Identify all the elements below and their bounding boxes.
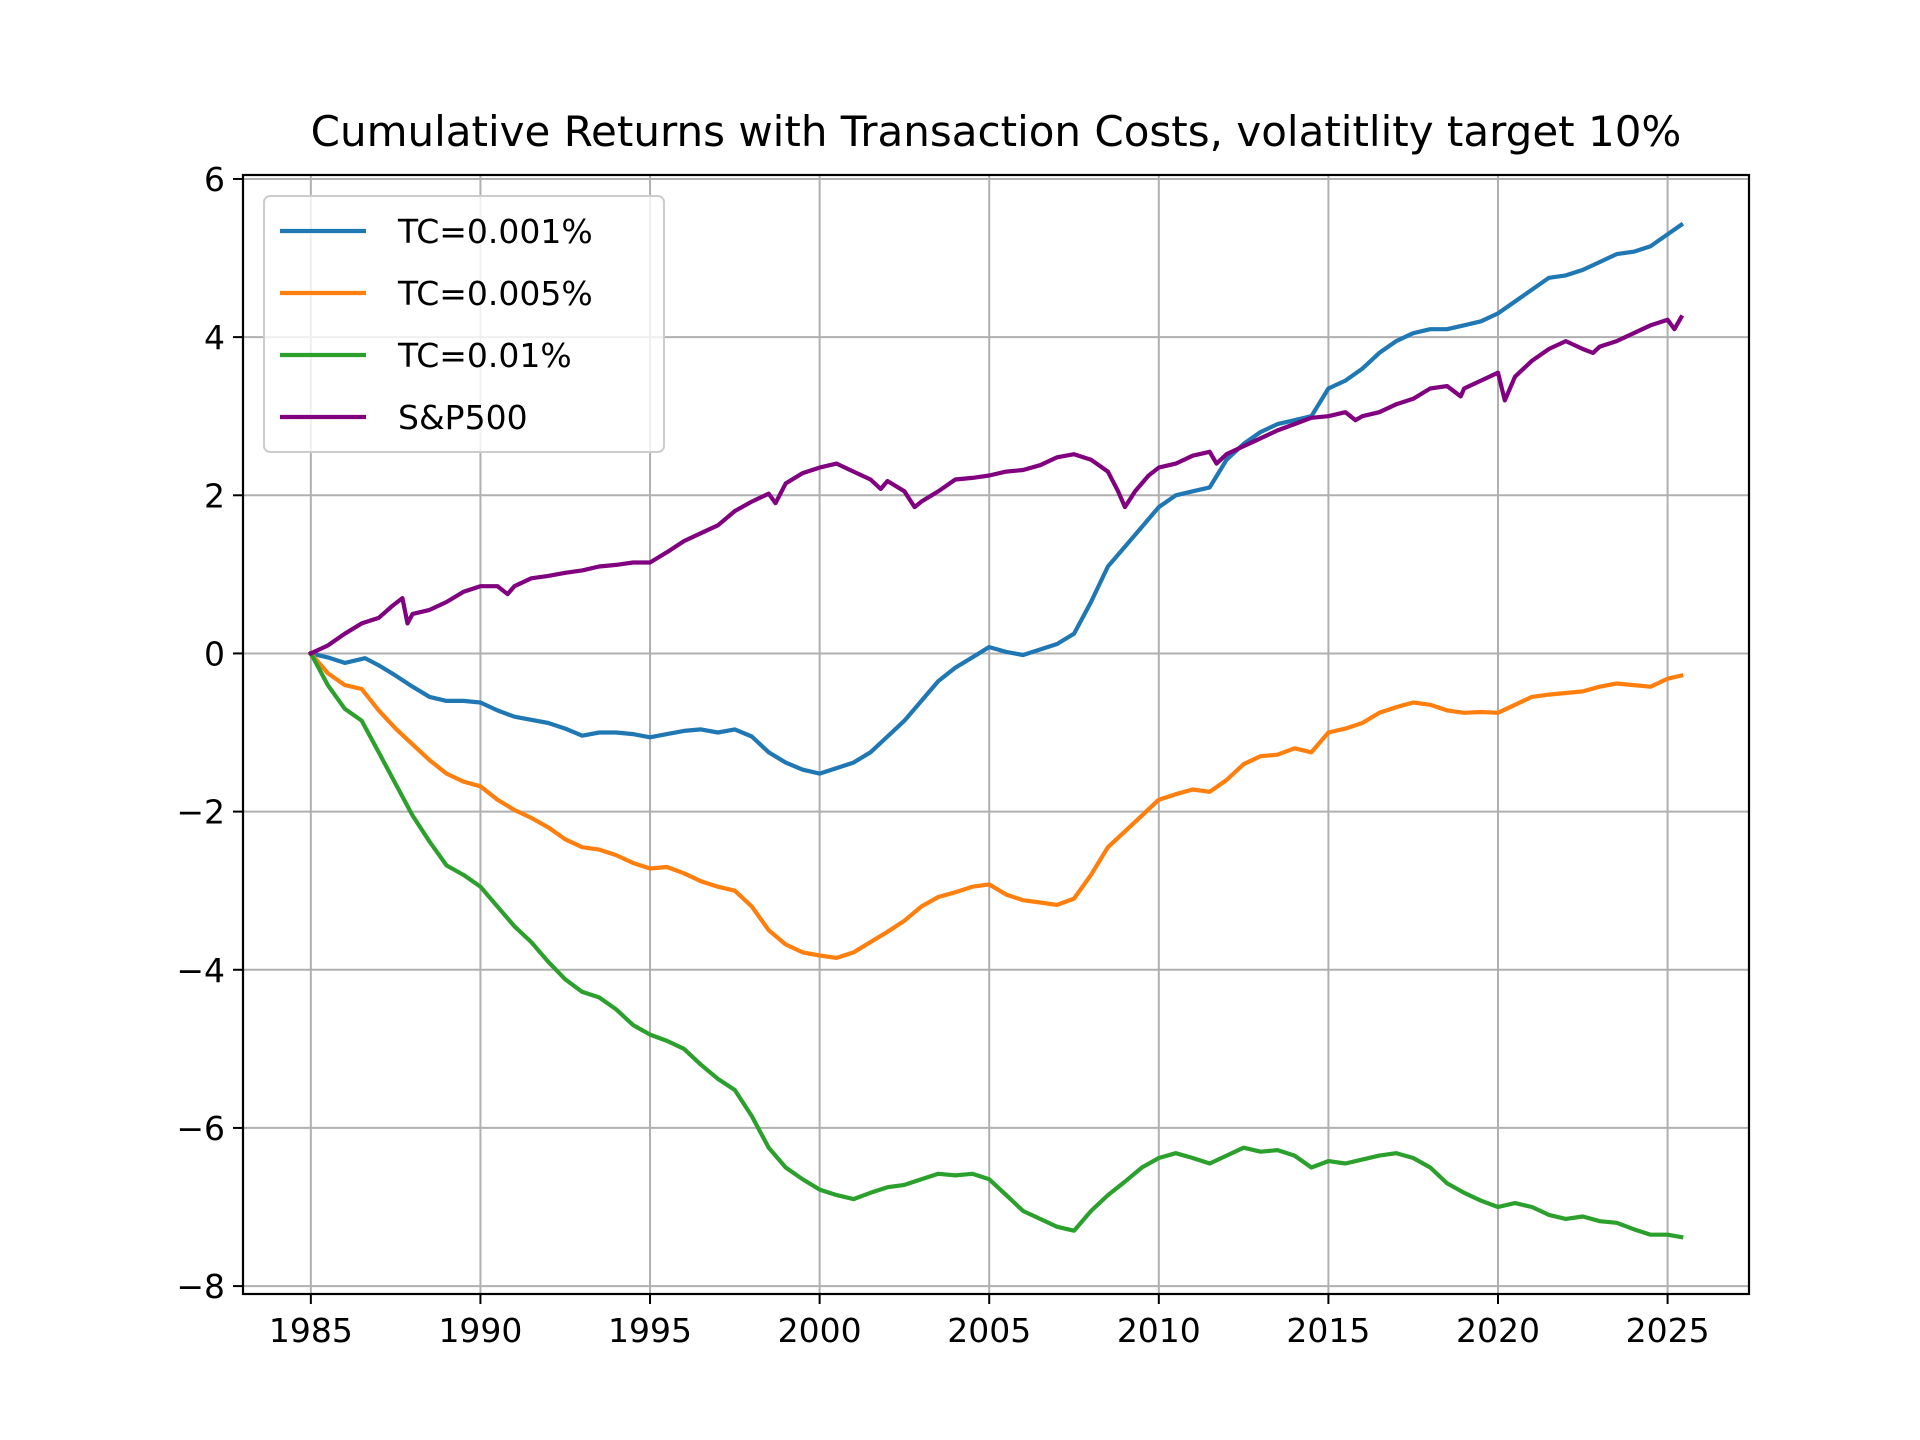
x-tick-label: 1995: [608, 1311, 692, 1350]
y-tick-label: −8: [176, 1267, 225, 1306]
legend: TC=0.001% TC=0.005% TC=0.01% S&P500: [263, 195, 665, 453]
y-tick-label: −6: [176, 1109, 225, 1148]
x-tick-label: 2025: [1626, 1311, 1710, 1350]
y-tick-label: 4: [204, 318, 225, 357]
y-tick-label: 6: [204, 160, 225, 199]
y-tick-label: −2: [176, 793, 225, 832]
legend-box: [263, 195, 665, 453]
chart-title: Cumulative Returns with Transaction Cost…: [311, 107, 1682, 156]
y-tick-label: −4: [176, 951, 225, 990]
x-tick-label: 1990: [438, 1311, 522, 1350]
x-tick-label: 2015: [1286, 1311, 1370, 1350]
y-tick-label: 0: [204, 634, 225, 673]
series-line-1: [308, 221, 1685, 776]
series-line-3: [307, 650, 1684, 1240]
series-lines: [307, 221, 1685, 1240]
x-tick-label: 1985: [269, 1311, 353, 1350]
y-tick-label: 2: [204, 476, 225, 515]
legend-label: TC=0.005%: [397, 274, 593, 313]
series-line-2: [307, 650, 1684, 960]
x-axis-ticks: 1985 1990 1995 2000 2005 2010 2015 2020 2025: [269, 1294, 1710, 1350]
legend-label: TC=0.001%: [397, 212, 593, 251]
y-axis-ticks: 6 4 2 0 −2 −4 −6 −8: [176, 160, 243, 1306]
series-line-4: [308, 314, 1685, 657]
x-tick-label: 2000: [778, 1311, 862, 1350]
x-tick-label: 2005: [947, 1311, 1031, 1350]
legend-label: TC=0.01%: [397, 336, 572, 375]
axes-frame: [241, 173, 1751, 1296]
legend-label: S&P500: [398, 398, 528, 437]
x-tick-label: 2010: [1117, 1311, 1201, 1350]
x-tick-label: 2020: [1456, 1311, 1540, 1350]
plot-area: 1985 1990 1995 2000 2005 2010 2015 2020 2025 6 4 2 0…: [176, 160, 1751, 1350]
